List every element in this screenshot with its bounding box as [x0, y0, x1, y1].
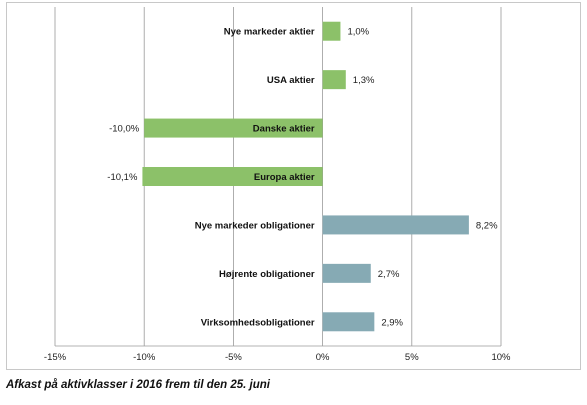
category-label: USA aktier [267, 75, 315, 86]
x-tick-label: -10% [133, 352, 156, 363]
chart-caption: Afkast på aktivklasser i 2016 frem til d… [6, 379, 270, 391]
bar [144, 118, 323, 138]
data-label: 1,3% [353, 75, 375, 86]
bar [322, 215, 469, 235]
bar-chart: -15% -10% -5% 0% 5% 10% Nye markeder aktier 1,0… [44, 7, 511, 363]
x-tick-label: 10% [491, 352, 511, 363]
bar [322, 263, 371, 283]
data-label: -10,0% [109, 124, 140, 135]
data-label: 8,2% [476, 220, 498, 231]
bar [322, 21, 341, 41]
bar [322, 312, 375, 332]
data-label: 2,7% [378, 269, 400, 280]
category-label: Nye markeder aktier [224, 27, 315, 38]
bar [322, 70, 346, 90]
x-tick-label: 0% [316, 352, 330, 363]
chart-area: -15% -10% -5% 0% 5% 10% Nye markeder aktier 1,0… [6, 2, 581, 370]
category-label: Europa aktier [254, 172, 315, 183]
category-label: Virksomhedsobligationer [201, 317, 315, 328]
x-tick-label: -5% [225, 352, 242, 363]
category-label: Danske aktier [253, 124, 315, 135]
data-label: -10,1% [107, 172, 138, 183]
x-tick-label: -15% [44, 352, 67, 363]
x-tick-label: 5% [405, 352, 419, 363]
category-label: Nye markeder obligationer [195, 220, 315, 231]
bar [142, 167, 323, 186]
data-label: 1,0% [347, 27, 369, 38]
data-label: 2,9% [381, 317, 403, 328]
category-label: Højrente obligationer [219, 269, 315, 280]
